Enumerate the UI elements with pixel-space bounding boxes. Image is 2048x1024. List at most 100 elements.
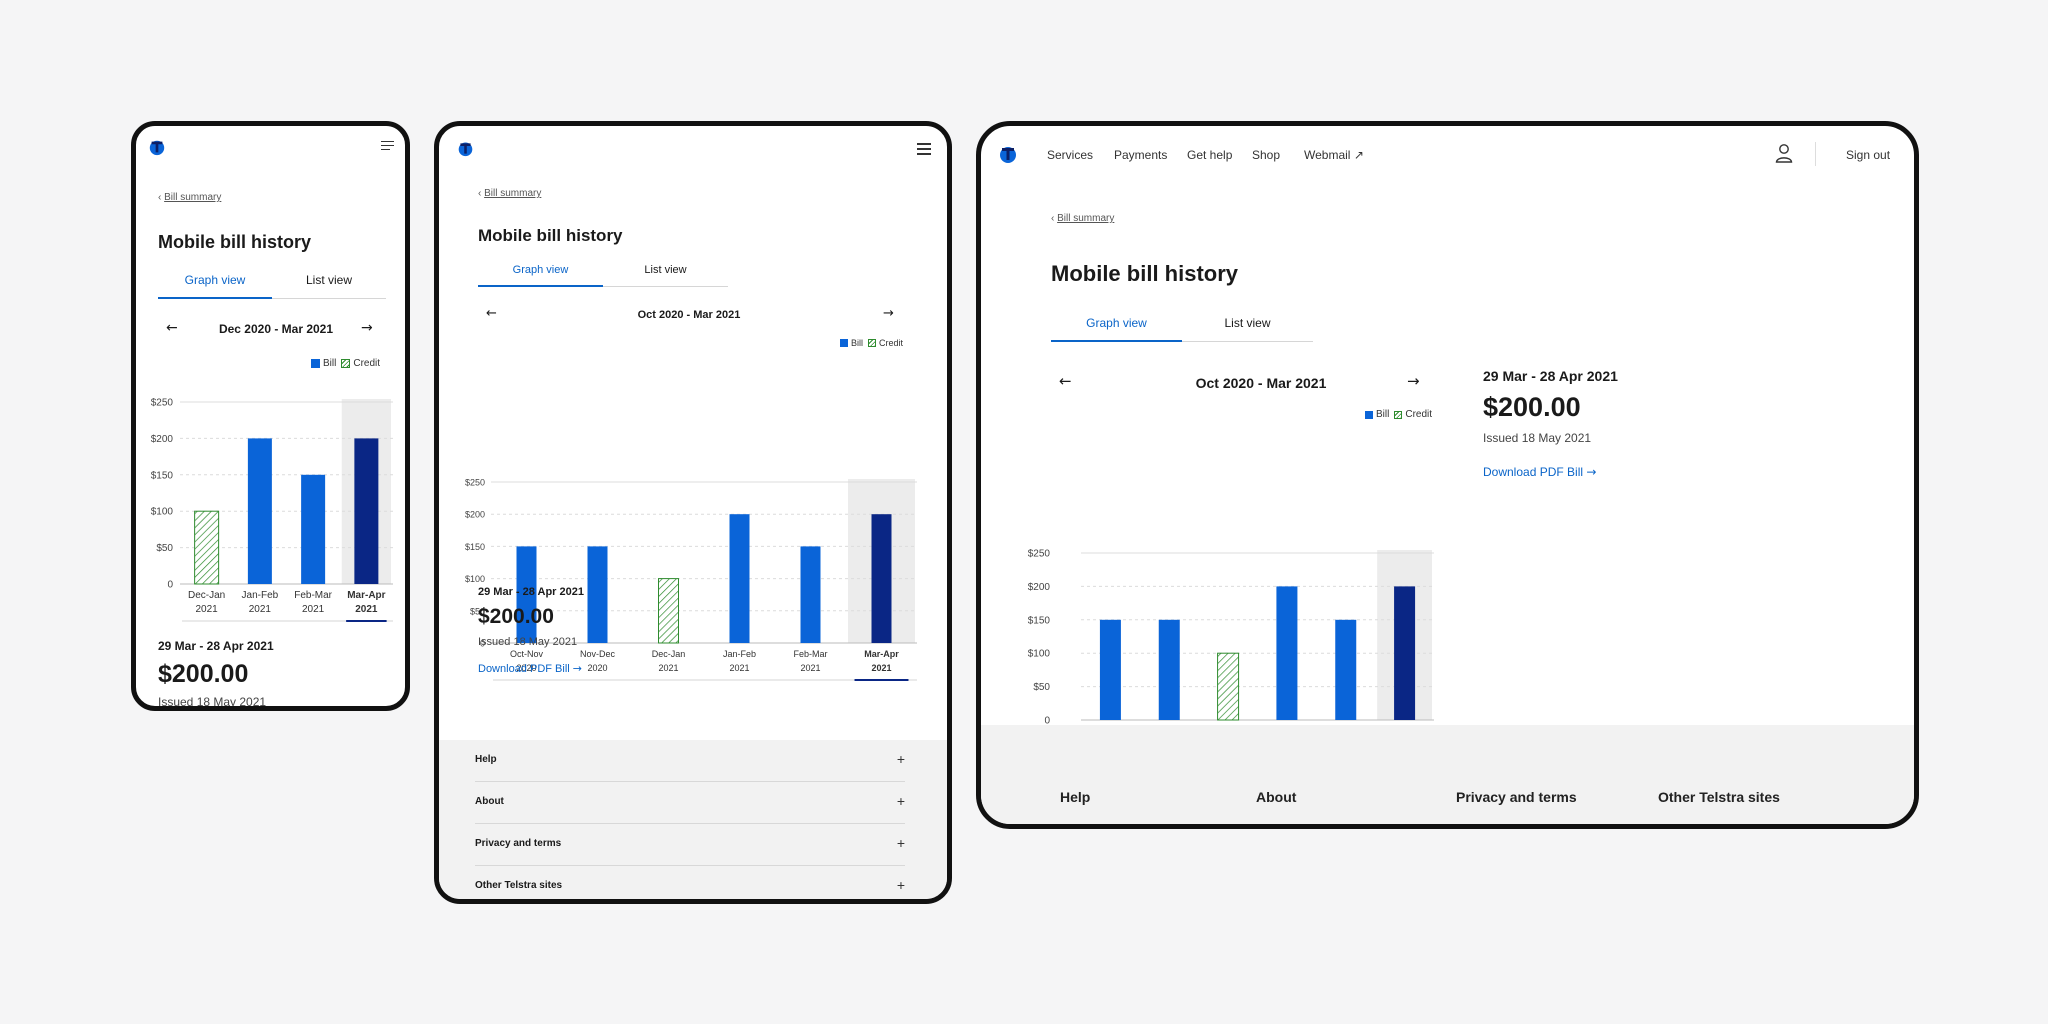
- legend-credit-label: Credit: [353, 358, 381, 369]
- x-tick-label: Dec-Jan: [188, 590, 225, 601]
- tab-list-view[interactable]: List view: [305, 273, 352, 287]
- download-pdf-link[interactable]: Download PDF Bill →: [478, 662, 582, 675]
- legend-bill-swatch: [311, 359, 320, 368]
- nav-payments[interactable]: Payments: [1114, 148, 1168, 162]
- legend-bill-label: Bill: [1376, 409, 1390, 420]
- credit-bar: [194, 510, 220, 585]
- credit-bar: [658, 578, 679, 644]
- footer-item-label: Help: [475, 754, 497, 765]
- nav-webmail-label: Webmail: [1304, 148, 1351, 162]
- bill-bar: [871, 514, 892, 643]
- x-tick-label: Jan-Feb: [242, 590, 279, 601]
- bill-bar: [247, 438, 272, 584]
- telstra-logo-icon[interactable]: [148, 138, 166, 156]
- selected-period-indicator: [346, 620, 387, 622]
- breadcrumb[interactable]: ‹ Bill summary: [158, 192, 221, 203]
- telstra-logo-icon[interactable]: [457, 140, 474, 157]
- issued-date: Issued 18 May 2021: [158, 695, 267, 709]
- arrow-right-icon[interactable]: →: [1407, 372, 1420, 390]
- menu-icon[interactable]: [381, 141, 394, 150]
- bill-amount: $200.00: [158, 660, 249, 688]
- arrow-right-icon[interactable]: →: [883, 306, 894, 321]
- x-tick-label: Feb-Mar: [294, 590, 332, 601]
- y-tick-label: $50: [156, 543, 173, 554]
- legend-bill-label: Bill: [323, 358, 337, 369]
- nav-shop[interactable]: Shop: [1252, 148, 1281, 162]
- footer-item-about[interactable]: About +: [475, 782, 905, 824]
- y-tick-label: $250: [151, 398, 174, 409]
- download-pdf-label: Download PDF Bill: [478, 663, 570, 675]
- arrow-left-icon[interactable]: ←: [1059, 372, 1072, 390]
- arrow-left-icon[interactable]: ←: [486, 306, 497, 321]
- x-tick-label: Mar-Apr: [864, 649, 899, 659]
- x-tick-label: Oct-Nov: [510, 649, 544, 659]
- footer-other-sites[interactable]: Other Telstra sites: [1658, 789, 1780, 805]
- y-tick-label: $150: [1028, 615, 1051, 626]
- y-tick-label: $100: [1028, 649, 1051, 660]
- bill-period: 29 Mar - 28 Apr 2021: [1483, 368, 1618, 384]
- date-range-label: Oct 2020 - Mar 2021: [637, 309, 741, 321]
- footer-privacy[interactable]: Privacy and terms: [1456, 789, 1577, 805]
- breadcrumb-link[interactable]: Bill summary: [484, 188, 542, 199]
- x-tick-label: Jan-Feb: [723, 649, 756, 659]
- tab-active-indicator: [1051, 340, 1182, 342]
- nav-services[interactable]: Services: [1047, 148, 1094, 162]
- tab-divider: [158, 298, 386, 299]
- breadcrumb-link[interactable]: Bill summary: [1057, 213, 1115, 224]
- sign-out-link[interactable]: Sign out: [1846, 148, 1891, 162]
- x-tick-label: Nov-Dec: [580, 649, 616, 659]
- plus-icon: +: [896, 793, 905, 809]
- legend-bill-label: Bill: [851, 338, 864, 348]
- legend-bill-swatch: [1365, 410, 1373, 419]
- user-profile-icon[interactable]: [1775, 143, 1793, 168]
- bill-period: 29 Mar - 28 Apr 2021: [158, 639, 274, 653]
- footer-item-other-sites[interactable]: Other Telstra sites +: [475, 866, 905, 899]
- tab-graph-view[interactable]: Graph view: [1086, 316, 1147, 330]
- y-tick-label: $200: [151, 434, 174, 445]
- bill-bar: [1158, 619, 1180, 720]
- footer-item-help[interactable]: Help +: [475, 740, 905, 782]
- arrow-right-icon: →: [572, 662, 582, 675]
- date-range-label: Dec 2020 - Mar 2021: [218, 322, 334, 336]
- nav-webmail[interactable]: Webmail ↗: [1304, 148, 1364, 162]
- download-pdf-link[interactable]: Download PDF Bill →: [1483, 465, 1596, 479]
- bill-amount: $200.00: [478, 605, 554, 628]
- menu-icon[interactable]: [917, 143, 931, 155]
- tab-list-view[interactable]: List view: [1224, 316, 1271, 330]
- y-tick-label: $150: [151, 470, 174, 481]
- footer-item-label: Other Telstra sites: [475, 880, 563, 891]
- chevron-left-icon: ‹: [478, 188, 485, 199]
- y-tick-label: 0: [1044, 716, 1050, 727]
- footer-item-label: About: [475, 796, 504, 807]
- footer-item-privacy[interactable]: Privacy and terms +: [475, 824, 905, 866]
- footer-help[interactable]: Help: [1060, 789, 1091, 805]
- x-tick-label: Mar-Apr: [347, 590, 385, 601]
- bill-bar: [1394, 586, 1416, 720]
- x-tick-label: 2020: [516, 663, 536, 673]
- x-tick-label: 2021: [249, 604, 272, 615]
- tab-graph-view[interactable]: Graph view: [184, 273, 246, 287]
- tab-list-view[interactable]: List view: [644, 264, 687, 276]
- page-title: Mobile bill history: [478, 226, 623, 245]
- telstra-logo-icon[interactable]: [998, 144, 1018, 164]
- chart-legend: Bill Credit: [311, 358, 380, 369]
- chart-legend: Bill Credit: [1365, 409, 1432, 420]
- breadcrumb[interactable]: ‹ Bill summary: [478, 188, 541, 199]
- selected-period-indicator: [854, 679, 909, 681]
- breadcrumb-link[interactable]: Bill summary: [164, 192, 222, 203]
- bill-period: 29 Mar - 28 Apr 2021: [478, 586, 584, 598]
- tab-graph-view[interactable]: Graph view: [512, 264, 569, 276]
- footer: Help About Privacy and terms Other Telst…: [981, 725, 1914, 824]
- bill-bar: [1276, 586, 1298, 720]
- footer-about[interactable]: About: [1256, 789, 1297, 805]
- arrow-right-icon[interactable]: →: [361, 320, 373, 336]
- x-tick-label: 2021: [355, 604, 378, 615]
- nav-divider: [1815, 142, 1816, 166]
- breadcrumb[interactable]: ‹ Bill summary: [1051, 213, 1114, 224]
- legend-credit-swatch: [341, 359, 351, 368]
- x-tick-label: 2021: [871, 663, 891, 673]
- bill-bar: [301, 474, 326, 584]
- y-tick-label: $100: [465, 574, 485, 584]
- nav-get-help[interactable]: Get help: [1187, 148, 1233, 162]
- arrow-left-icon[interactable]: ←: [166, 320, 178, 336]
